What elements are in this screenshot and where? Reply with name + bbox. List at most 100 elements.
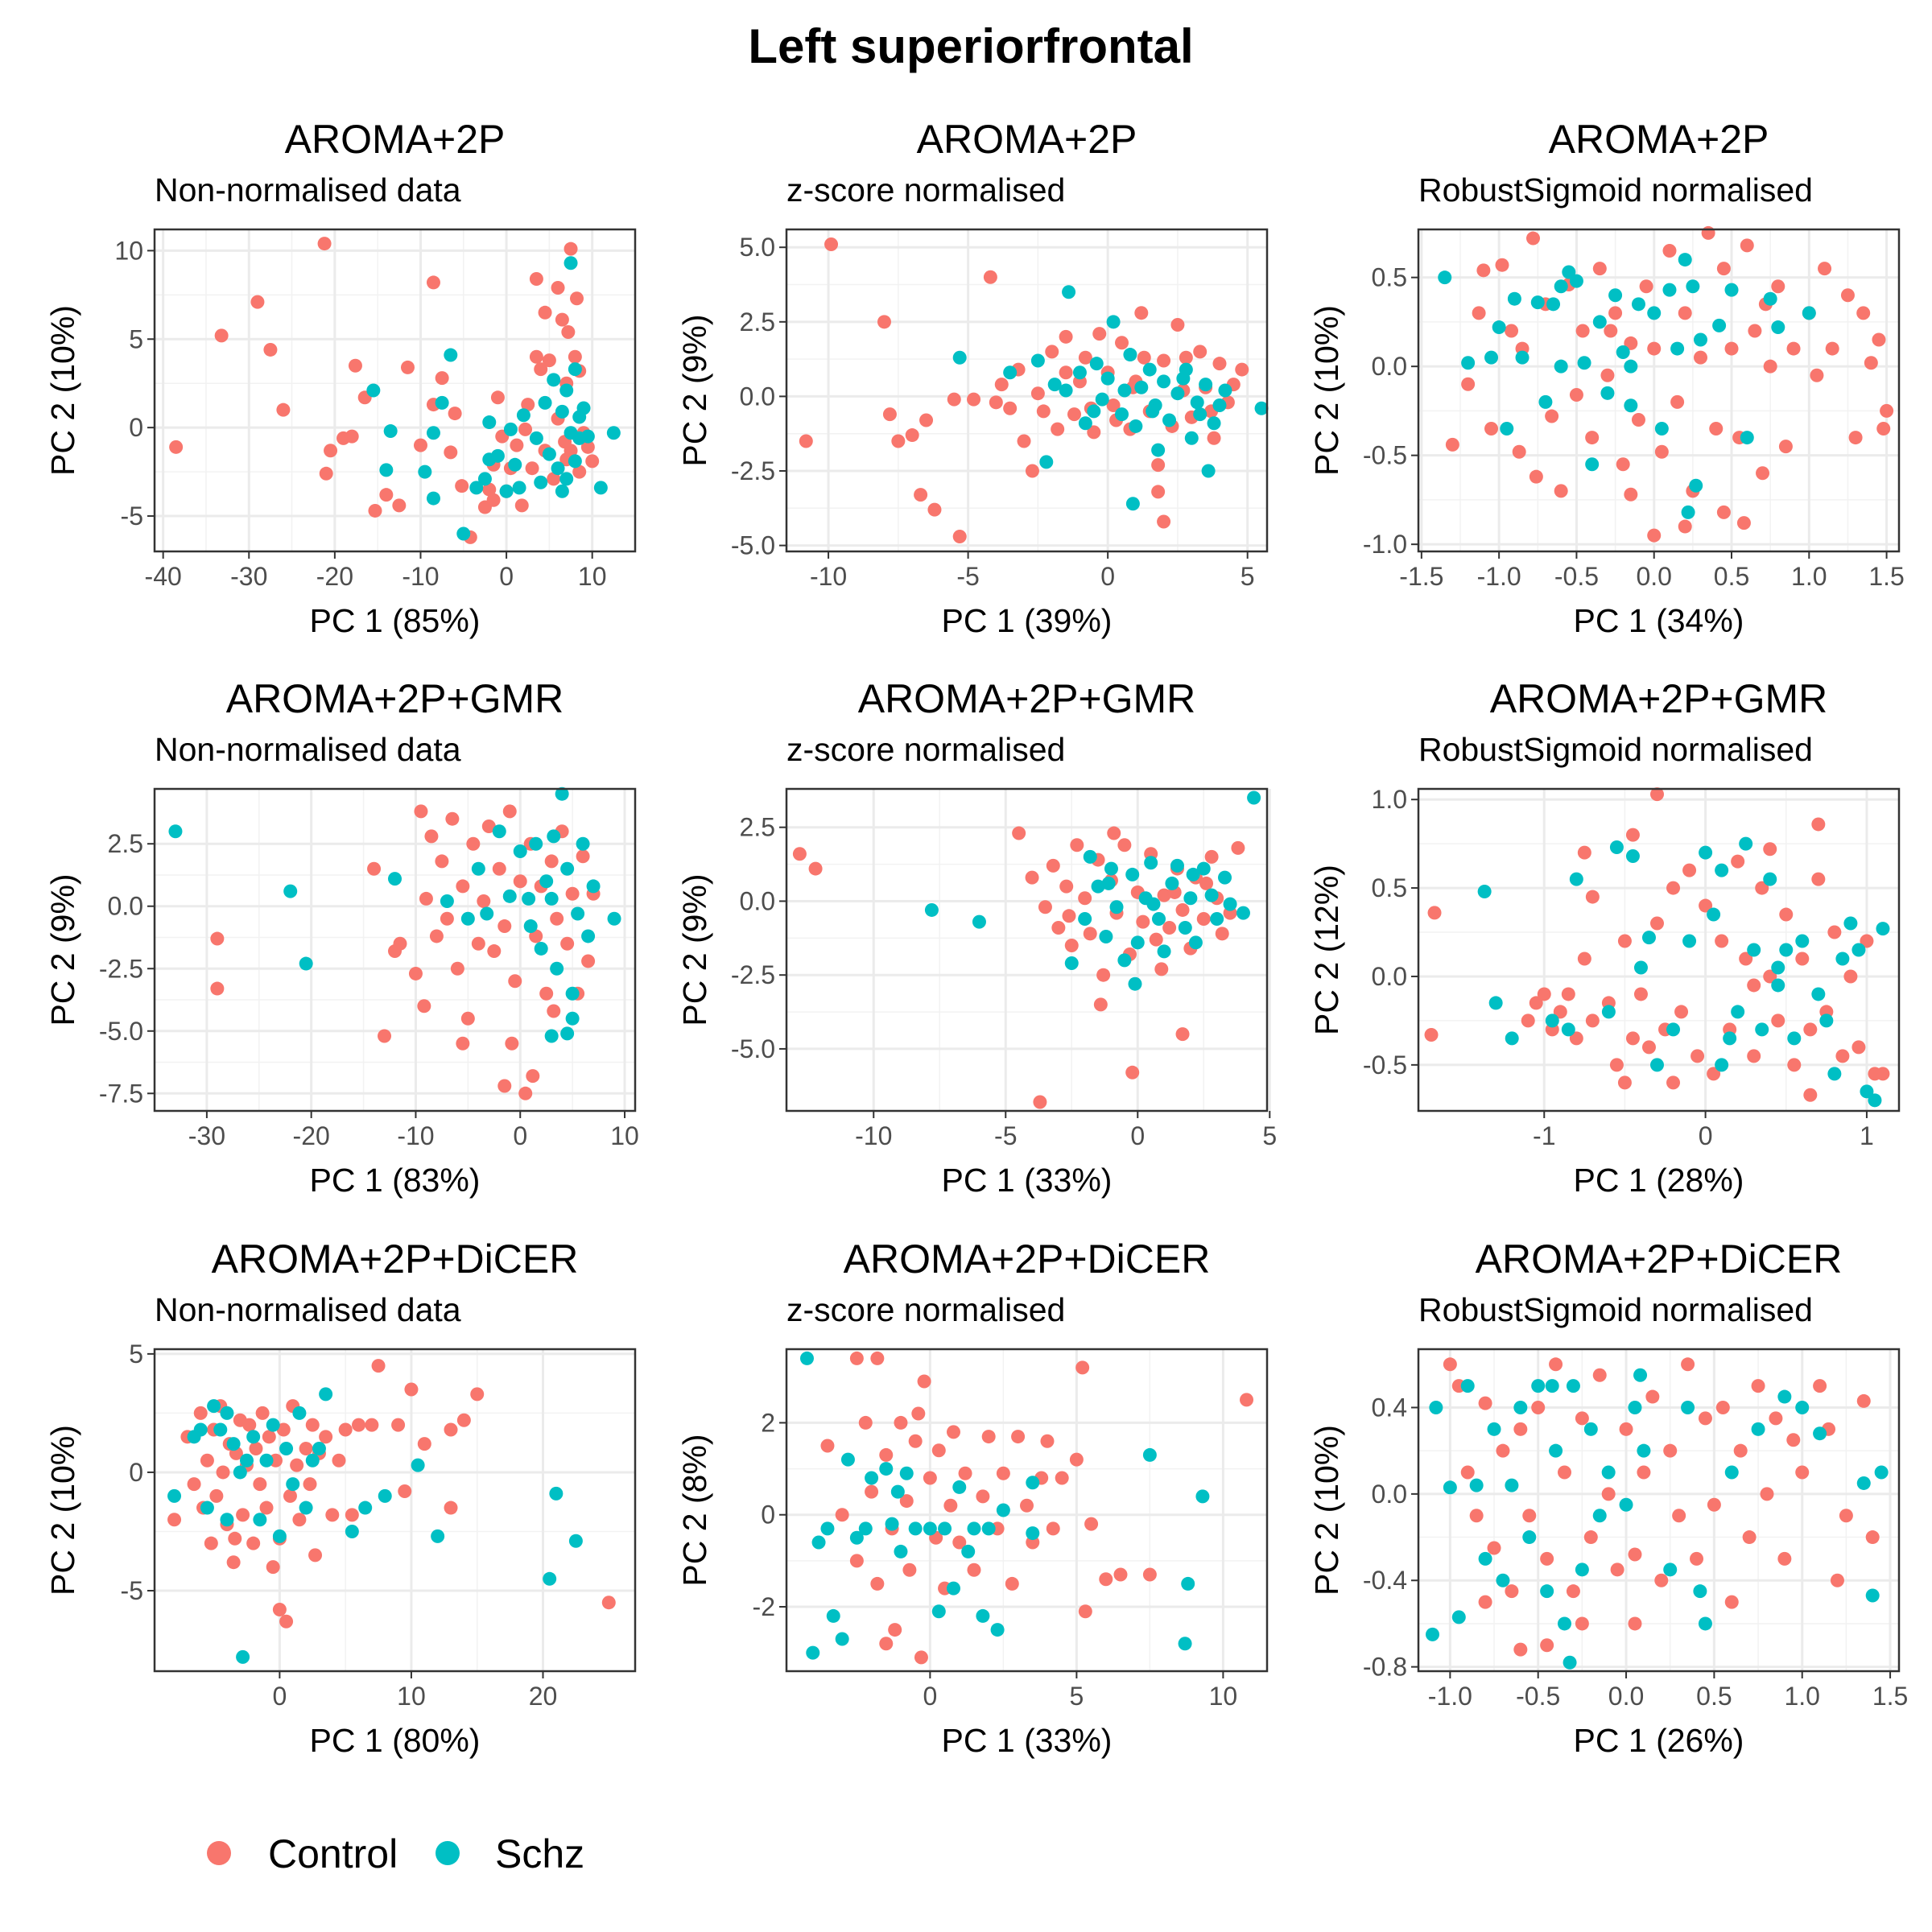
point-control [250,295,265,309]
panel-subtitle: Non-normalised data [155,171,461,208]
point-control [502,804,517,819]
point-schz [490,448,505,463]
point-schz [1026,1526,1040,1541]
panel-subtitle: RobustSigmoid normalised [1418,171,1813,208]
point-schz [345,1524,359,1538]
point-schz [431,1529,445,1543]
point-control [1654,1573,1669,1587]
point-control [1505,324,1519,338]
point-schz [1181,1576,1195,1591]
point-schz [1628,1400,1642,1414]
point-control [518,422,533,436]
x-tick-label: 5 [1262,1121,1277,1150]
point-schz [522,891,536,906]
y-tick-label: -0.5 [1363,441,1407,470]
point-control [167,1513,182,1527]
point-schz [559,383,574,398]
point-control [1619,1422,1633,1436]
point-schz [1218,870,1232,885]
point-control [923,1471,937,1485]
figure-title: Left superiorfrontal [748,19,1193,73]
panel-title: AROMA+2P [1549,117,1769,162]
point-control [497,1079,512,1093]
x-tick-label: -20 [316,562,353,591]
y-tick-label: 10 [114,236,143,265]
point-schz [924,902,939,917]
point-control [1864,356,1878,370]
point-control [440,911,454,926]
point-control [1724,1595,1739,1609]
point-schz [1218,383,1232,398]
point-control [209,1488,224,1503]
point-control [564,242,578,256]
point-control [1522,1509,1537,1523]
point-schz [253,1513,267,1527]
panel-subtitle: RobustSigmoid normalised [1418,731,1813,768]
point-schz [1184,431,1199,445]
point-control [1601,1487,1616,1501]
point-schz [1047,378,1062,392]
point-control [1654,444,1669,459]
point-control [290,1458,304,1472]
point-control [1880,403,1894,418]
point-control [367,861,382,876]
point-schz [1130,935,1145,950]
point-control [1585,1013,1600,1028]
point-schz [976,1608,990,1623]
point-schz [544,1029,559,1043]
point-control [429,929,444,943]
point-control [1666,1075,1681,1090]
point-control [1678,306,1692,320]
panel-8: AROMA+2P+DiCER z-score normalised 0 5 10 -2 0 2… [676,1236,1269,1759]
point-schz [1724,283,1739,297]
point-control [824,237,839,252]
point-schz [1868,1093,1882,1108]
point-schz [1151,443,1166,457]
panel-title: AROMA+2P [917,117,1137,162]
point-control [1760,1487,1774,1501]
point-schz [1199,378,1213,392]
y-tick-label: 0.0 [1372,1480,1407,1509]
point-schz [1779,943,1794,957]
point-schz [1662,283,1677,297]
point-schz [167,1488,182,1503]
point-schz [383,424,398,439]
x-tick-label: -30 [230,562,267,591]
point-schz [1698,1616,1712,1631]
point-control [1427,906,1442,920]
point-schz [1210,911,1224,926]
point-control [1151,458,1166,473]
x-tick-label: 0 [1130,1121,1145,1150]
point-control [560,936,575,951]
point-control [1649,916,1664,931]
point-control [1839,1509,1853,1523]
panel-border [153,787,637,1113]
y-tick-label: -0.5 [1363,1051,1407,1080]
point-schz [1530,295,1545,310]
x-tick-label: -1 [1533,1121,1555,1150]
point-control [1876,1067,1890,1081]
point-schz [1609,840,1624,855]
point-control [1070,838,1084,852]
point-schz [207,1399,221,1414]
x-axis-label: PC 1 (80%) [310,1722,481,1759]
point-schz [1802,306,1816,320]
point-control [581,954,596,968]
point-control [1531,1400,1546,1414]
point-control [246,1536,261,1550]
point-schz [1515,350,1530,365]
point-control [1625,1031,1640,1046]
point-control [1078,350,1092,365]
point-schz [571,906,585,921]
point-control [1693,350,1707,365]
panel-subtitle: z-score normalised [786,731,1065,768]
point-control [456,879,470,894]
point-schz [1425,1627,1439,1641]
point-schz [1699,845,1713,860]
point-control [1107,826,1121,840]
point-schz [1109,900,1124,914]
point-control [1848,431,1863,445]
point-control [348,358,362,373]
point-control [1051,422,1065,436]
point-control [1865,1530,1880,1545]
